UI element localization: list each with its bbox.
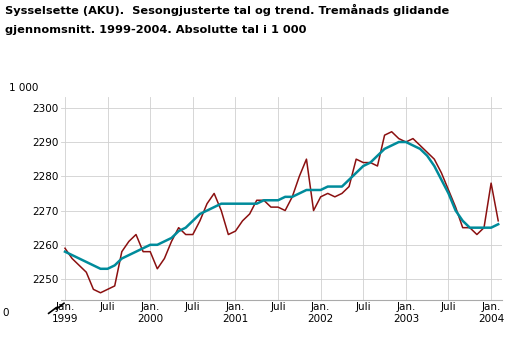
Sesongjustert bbox=[183, 232, 189, 237]
Text: Sysselsette (AKU).  Sesongjusterte tal og trend. Tremånads glidande: Sysselsette (AKU). Sesongjusterte tal og… bbox=[5, 4, 450, 16]
Text: gjennomsnitt. 1999-2004. Absolutte tal i 1 000: gjennomsnitt. 1999-2004. Absolutte tal i… bbox=[5, 25, 307, 35]
Trend bbox=[104, 267, 111, 271]
Text: 0: 0 bbox=[2, 308, 9, 318]
Trend bbox=[332, 184, 338, 189]
Trend bbox=[495, 222, 501, 226]
Trend bbox=[154, 243, 160, 247]
Sesongjustert bbox=[389, 130, 395, 134]
Trend bbox=[282, 195, 288, 199]
Sesongjustert bbox=[154, 267, 160, 271]
Text: 1 000: 1 000 bbox=[9, 83, 38, 93]
Trend bbox=[183, 226, 189, 230]
Sesongjustert bbox=[495, 219, 501, 223]
Trend bbox=[97, 267, 103, 271]
Trend bbox=[453, 208, 459, 213]
Sesongjustert bbox=[104, 287, 111, 292]
Trend bbox=[62, 249, 68, 254]
Sesongjustert bbox=[97, 291, 103, 295]
Trend bbox=[396, 140, 402, 144]
Sesongjustert bbox=[282, 208, 288, 213]
Line: Sesongjustert: Sesongjustert bbox=[65, 132, 498, 293]
Sesongjustert bbox=[453, 205, 459, 209]
Sesongjustert bbox=[332, 195, 338, 199]
Sesongjustert bbox=[62, 246, 68, 251]
Line: Trend: Trend bbox=[65, 142, 498, 269]
